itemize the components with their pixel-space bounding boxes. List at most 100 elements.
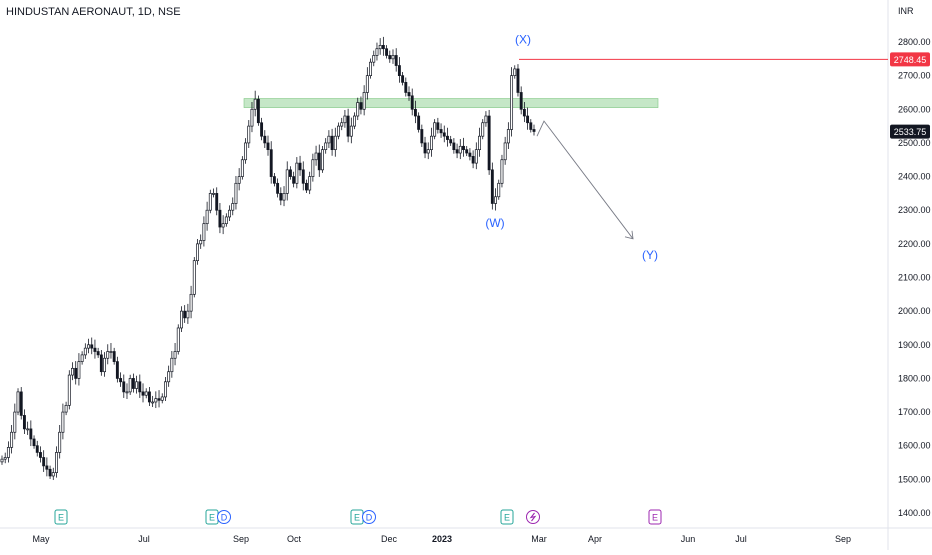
candle-body xyxy=(333,135,337,151)
candle-body xyxy=(224,216,228,225)
candle-body xyxy=(221,223,225,228)
y-tick-label: 1500.00 xyxy=(898,474,931,484)
lightning-icon xyxy=(529,512,537,522)
candle-body xyxy=(311,159,315,177)
chart-title: HINDUSTAN AERONAUT, 1D, NSE xyxy=(6,6,181,18)
candle-body xyxy=(282,193,286,201)
candle-body xyxy=(458,145,462,154)
candle-body xyxy=(327,135,331,144)
candle-body xyxy=(144,391,148,396)
x-tick-label: Jul xyxy=(735,534,747,544)
x-tick-label: Sep xyxy=(233,534,249,544)
candle-body xyxy=(340,122,344,127)
x-tick-label: 2023 xyxy=(432,534,452,544)
earnings-event-label: E xyxy=(58,513,64,523)
x-tick-label: Apr xyxy=(588,534,602,544)
earnings-event-icon xyxy=(648,509,662,525)
candle-body xyxy=(362,92,366,110)
candle-body xyxy=(32,438,36,447)
candle-body xyxy=(128,378,132,393)
candle-body xyxy=(26,428,30,431)
candle-body xyxy=(186,310,190,319)
x-tick-label: Sep xyxy=(835,534,851,544)
candle-body xyxy=(417,115,421,130)
candle-body xyxy=(67,374,71,406)
candle-body xyxy=(506,129,510,144)
candle-body xyxy=(147,391,151,403)
candle-body xyxy=(279,193,283,201)
candle-body xyxy=(22,415,26,430)
candle-body xyxy=(429,135,433,151)
x-tick-label: Jun xyxy=(681,534,696,544)
candle-body xyxy=(48,468,52,477)
candle-body xyxy=(80,354,84,362)
candle-body xyxy=(74,367,78,379)
candle-body xyxy=(468,152,472,157)
earnings-event-icon xyxy=(54,509,68,525)
candle-body xyxy=(16,391,20,413)
candle-body xyxy=(87,344,90,349)
earnings-event-label: E xyxy=(652,513,658,523)
candle-body xyxy=(330,135,334,151)
candle-body xyxy=(353,115,356,127)
candle-body xyxy=(388,55,392,60)
candle-body xyxy=(317,152,321,171)
candle-body xyxy=(61,411,65,433)
candle-body xyxy=(29,428,33,440)
x-tick-label: May xyxy=(32,534,50,544)
candle-body xyxy=(244,142,248,161)
candle-body xyxy=(6,447,10,458)
candle-body xyxy=(433,122,437,137)
candle-body xyxy=(449,139,453,144)
candle-body xyxy=(99,354,103,373)
candle-body xyxy=(285,169,289,194)
candle-body xyxy=(3,457,7,460)
candle-body xyxy=(0,458,4,463)
candle-body xyxy=(305,182,308,191)
candle-body xyxy=(247,125,251,144)
candle-body xyxy=(45,465,49,470)
earnings-event-label: E xyxy=(209,513,215,523)
y-tick-label: 1900.00 xyxy=(898,340,931,350)
y-tick-label: 2400.00 xyxy=(898,172,931,182)
candle-body xyxy=(202,223,206,241)
y-tick-label: 2700.00 xyxy=(898,71,931,81)
y-tick-label: 1600.00 xyxy=(898,441,931,451)
candle-body xyxy=(19,391,23,416)
candle-body xyxy=(413,108,417,117)
candle-body xyxy=(260,122,264,137)
y-tick-label: 1400.00 xyxy=(898,508,931,518)
candle-body xyxy=(394,55,398,66)
y-tick-label: 1700.00 xyxy=(898,407,931,417)
y-tick-label: 2100.00 xyxy=(898,273,931,283)
candle-body xyxy=(58,431,62,453)
resistance-price-tag xyxy=(890,52,930,67)
candle-body xyxy=(481,122,485,137)
candle-body xyxy=(337,125,340,137)
candle-body xyxy=(192,260,196,295)
candle-body xyxy=(151,401,155,404)
candle-body xyxy=(324,142,328,151)
candle-body xyxy=(199,240,203,245)
dividend-event-icon xyxy=(217,510,231,524)
candle-body xyxy=(497,182,501,198)
candle-body xyxy=(154,398,158,403)
candle-body xyxy=(234,182,238,204)
currency-label: INR xyxy=(898,6,914,16)
candle-body xyxy=(269,149,273,177)
candle-body xyxy=(487,115,491,171)
candle-body xyxy=(64,404,68,413)
candle-body xyxy=(42,457,46,467)
candle-body xyxy=(381,45,385,50)
candle-body xyxy=(452,142,456,151)
wave-label: (W) xyxy=(485,216,504,230)
candle-body xyxy=(375,48,379,56)
candle-body xyxy=(500,159,504,184)
candle-body xyxy=(292,176,296,184)
resistance-price-label: 2748.45 xyxy=(894,55,927,65)
candle-body xyxy=(208,193,212,211)
earnings-event-icon xyxy=(500,509,514,525)
candle-body xyxy=(276,182,280,194)
